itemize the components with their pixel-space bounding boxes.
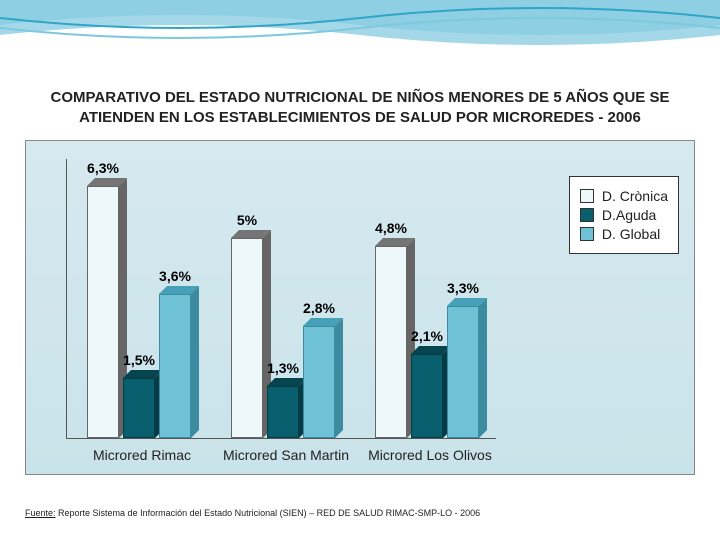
bar [267,386,299,438]
legend-label: D.Aguda [602,207,656,223]
wave-decoration [0,0,720,60]
chart-title: COMPARATIVO DEL ESTADO NUTRICIONAL DE NI… [0,88,720,129]
bar-value-label: 3,3% [438,280,488,296]
bar-value-label: 1,3% [258,360,308,376]
bar [123,378,155,438]
bar-value-label: 3,6% [150,268,200,284]
bar-value-label: 6,3% [78,160,128,176]
bar-value-label: 5% [222,212,272,228]
legend-label: D. Global [602,226,660,242]
bar-value-label: 1,5% [114,352,164,368]
bar-value-label: 2,1% [402,328,452,344]
bar [303,326,335,438]
bar [411,354,443,438]
source-text: Reporte Sistema de Información del Estad… [56,508,481,518]
legend-label: D. Crònica [602,188,668,204]
legend-item: D.Aguda [580,207,668,223]
bar-value-label: 4,8% [366,220,416,236]
legend-swatch [580,189,594,203]
bar-side [335,318,343,438]
x-axis-label: Microred Los Olivos [350,447,510,463]
bar-value-label: 2,8% [294,300,344,316]
bar [447,306,479,438]
bar-side [191,286,199,438]
x-axis-label: Microred Rimac [62,447,222,463]
x-axis-label: Microred San Martin [206,447,366,463]
bar [87,186,119,438]
plot-region: 6,3%1,5%3,6%Microred Rimac5%1,3%2,8%Micr… [66,159,496,439]
bar [231,238,263,438]
wave-path-2 [0,0,720,45]
legend-swatch [580,227,594,241]
bar [159,294,191,438]
legend-item: D. Global [580,226,668,242]
legend-swatch [580,208,594,222]
legend-item: D. Crònica [580,188,668,204]
chart-area: 6,3% 1,5% 3,6% Microred Rimac 5% 1,3% 2,8% Micr… [25,140,695,475]
bar-side [479,298,487,438]
source-label: Fuente: [25,508,56,518]
legend: D. Crònica D.Aguda D. Global [569,176,679,254]
source-note: Fuente: Reporte Sistema de Información d… [25,508,480,518]
